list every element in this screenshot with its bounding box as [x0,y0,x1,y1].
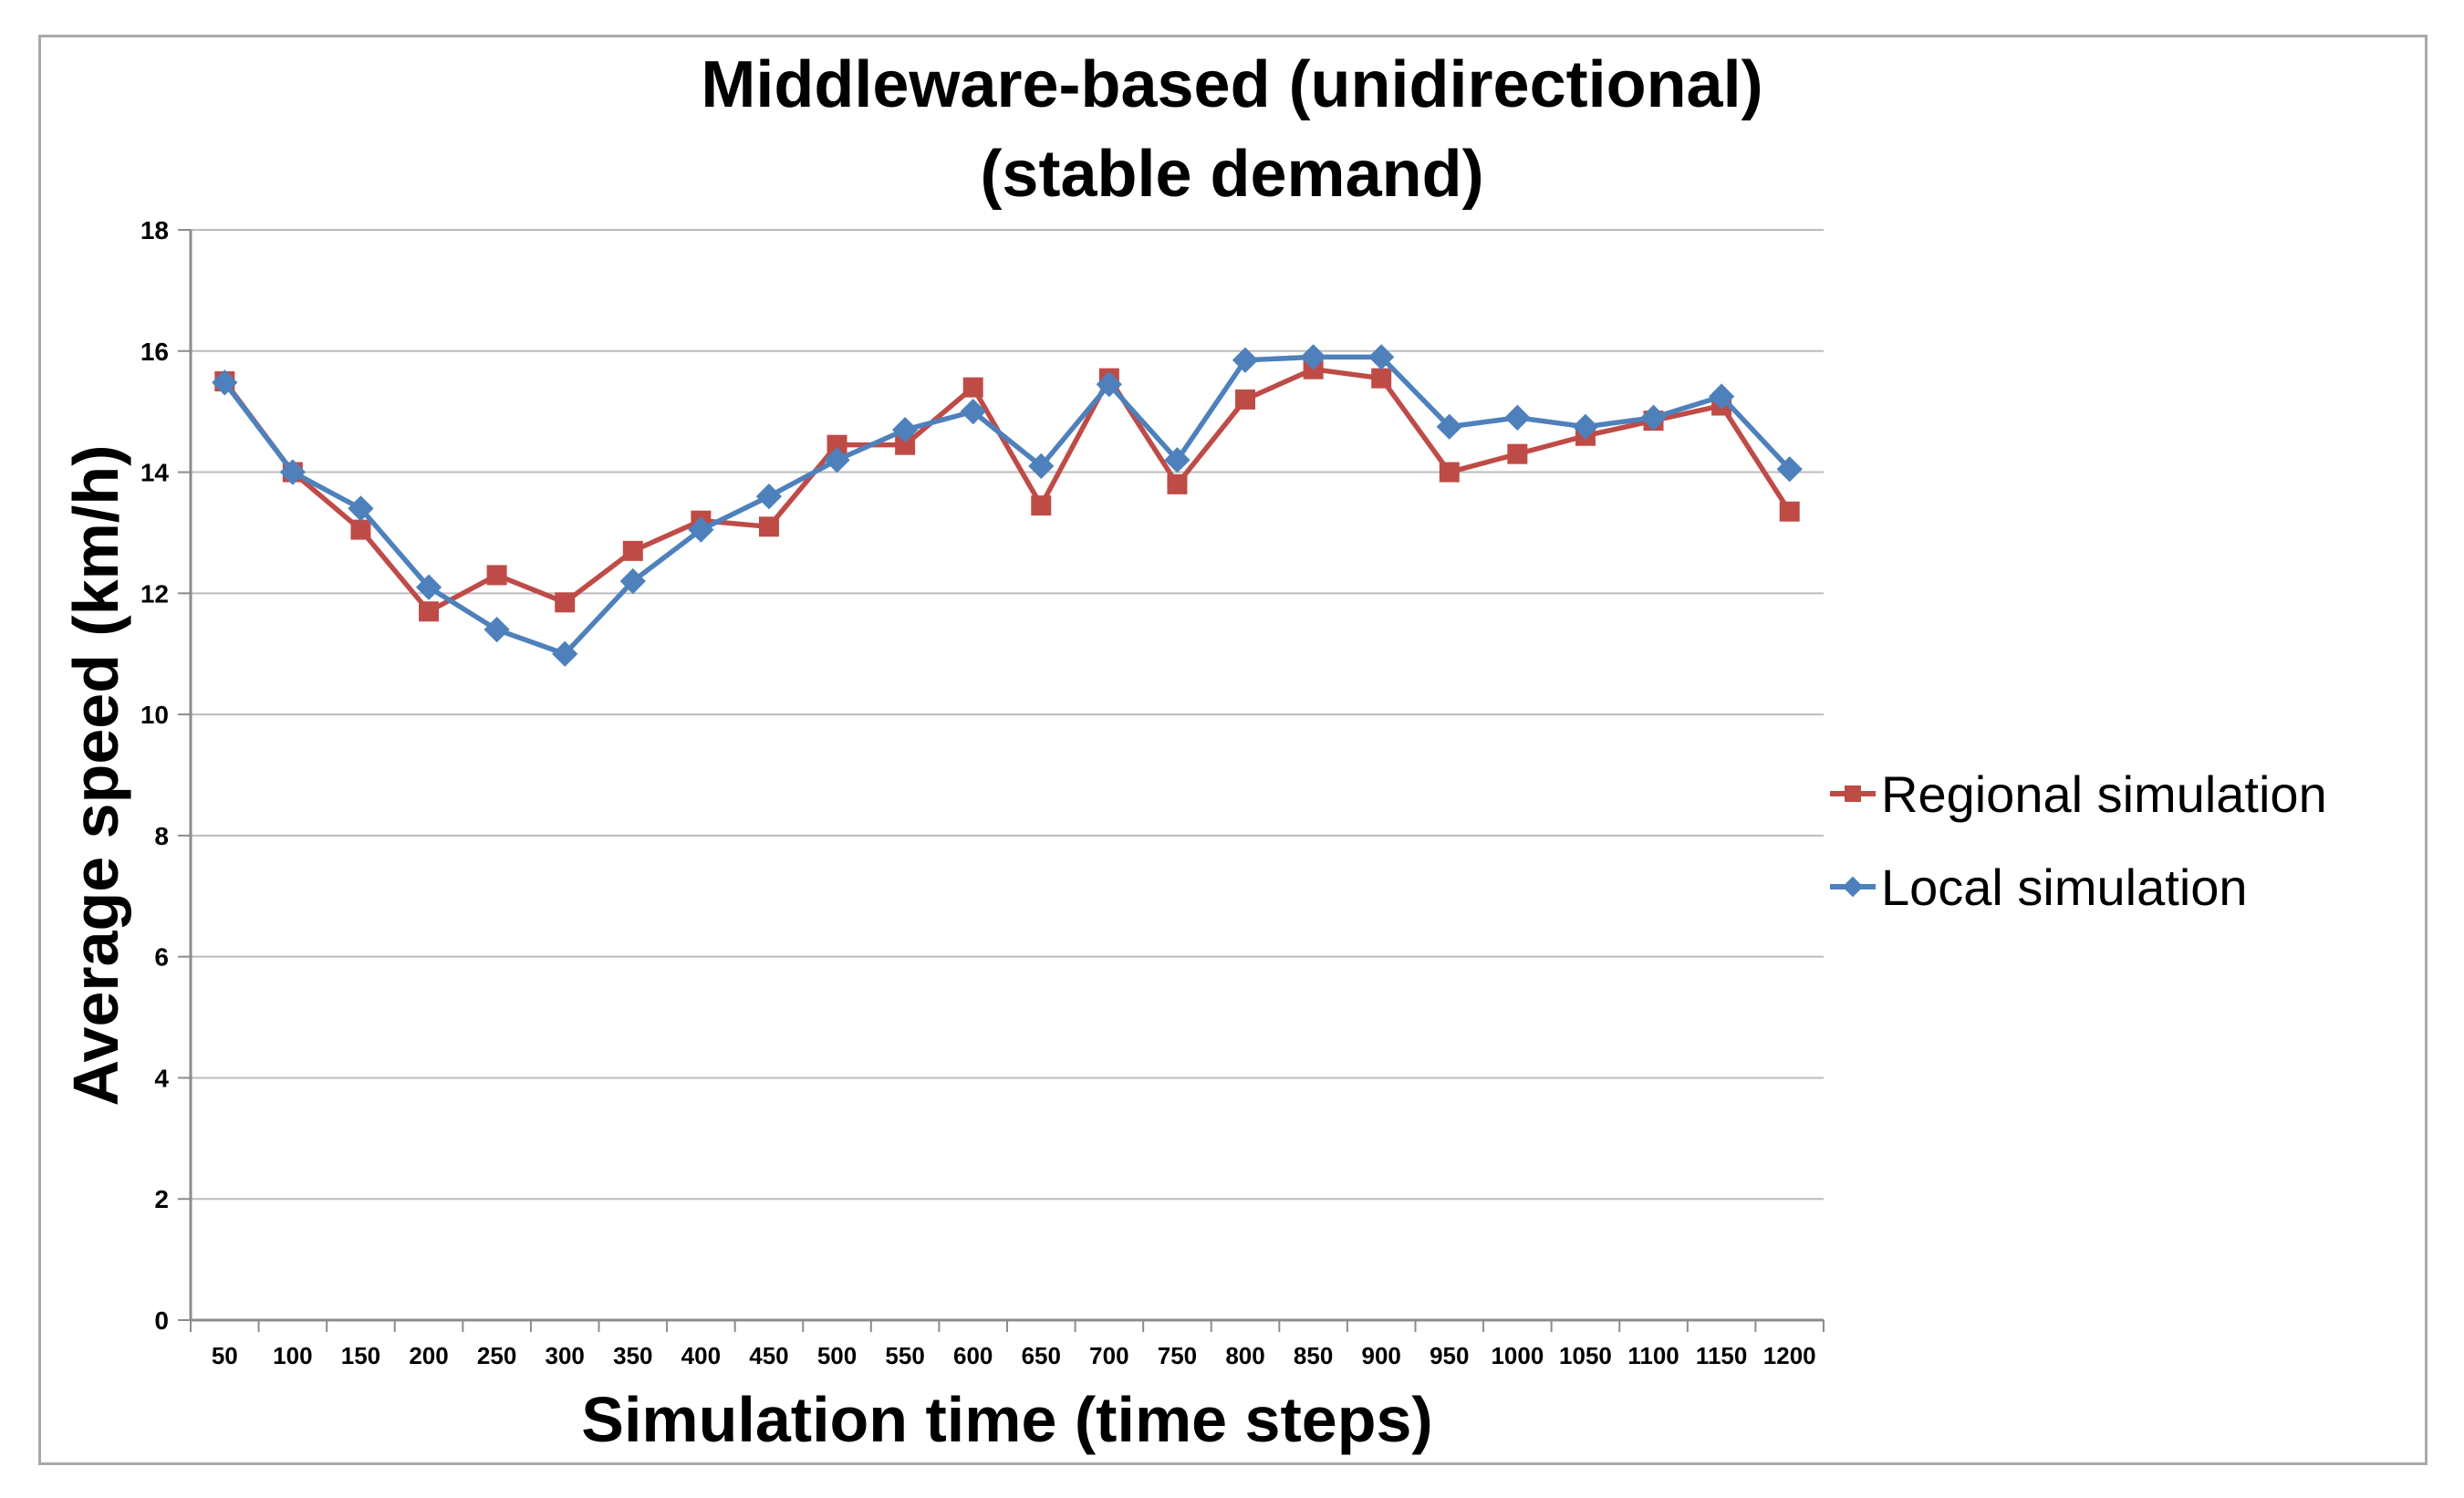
chart-title-line1: Middleware-based (unidirectional) [701,48,1763,121]
x-axis: 50 100 150 200 250 300 350 400 450 500 550 600 650 70… [190,1318,1825,1369]
data-point-diamond [688,516,714,543]
x-tick-label: 900 [1362,1342,1401,1369]
y-tick-label: 2 [154,1185,169,1213]
data-point-diamond [552,640,578,667]
y-tick-label: 18 [140,216,169,244]
gridlines [191,229,1824,1201]
data-point-diamond [1708,383,1735,410]
legend: Regional simulation Local simulation [1830,765,2327,951]
legend-label-local: Local simulation [1881,858,2248,916]
data-point-diamond [1232,347,1259,373]
x-tick-label: 150 [341,1342,380,1369]
legend-item-local-simulation: Local simulation [1830,858,2327,916]
y-axis: 0 2 4 6 8 10 12 14 16 18 [140,216,192,1335]
data-point-square [1167,473,1188,494]
legend-label-regional: Regional simulation [1881,765,2327,823]
data-point-diamond [1368,344,1395,370]
data-point-diamond [348,495,374,522]
data-point-square [758,516,779,537]
x-tick-label: 1150 [1696,1342,1747,1369]
x-tick-label: 650 [1022,1342,1061,1369]
x-tick-label: 350 [613,1342,652,1369]
x-tick-label: 250 [477,1342,516,1369]
data-point-diamond [415,574,442,600]
data-point-diamond [1572,413,1599,440]
y-tick-label: 12 [140,579,169,608]
legend-diamond-marker-icon [1830,875,1876,899]
y-tick-label: 0 [154,1306,169,1335]
y-tick-label: 14 [140,459,170,487]
data-point-square [1235,389,1256,410]
data-point-diamond [1300,344,1326,370]
x-tick-label: 700 [1089,1342,1128,1369]
x-tick-label: 1000 [1491,1342,1544,1369]
data-point-square [1439,462,1460,483]
data-point-square [555,592,576,613]
x-tick-label: 750 [1158,1342,1197,1369]
data-point-diamond [960,399,986,425]
chart-frame [38,35,2428,1465]
chart-title-line2: (stable demand) [980,138,1484,211]
data-point-diamond [1436,413,1462,440]
data-point-square [962,377,983,398]
data-point-diamond [755,483,783,510]
x-tick-label: 550 [885,1342,924,1369]
data-point-diamond [1028,453,1055,480]
x-tick-label: 400 [681,1342,721,1369]
x-tick-label: 450 [749,1342,788,1369]
data-point-square [419,601,440,622]
series-local-simulation [212,344,1803,667]
data-point-diamond [1640,404,1667,431]
data-point-diamond [279,459,307,485]
y-tick-label: 4 [154,1064,169,1092]
data-point-square [1031,495,1052,516]
x-tick-label: 200 [409,1342,448,1369]
data-point-square [827,434,847,455]
x-tick-label: 50 [212,1342,238,1369]
x-tick-label: 600 [953,1342,993,1369]
data-point-diamond [483,617,510,643]
x-tick-label: 300 [546,1342,585,1369]
data-point-square [350,519,371,540]
x-tick-label: 1050 [1559,1342,1612,1369]
x-tick-label: 800 [1225,1342,1264,1369]
data-point-diamond [619,567,646,595]
x-tick-label: 1100 [1627,1342,1679,1369]
y-tick-label: 16 [140,338,169,366]
data-point-square [1507,443,1528,464]
y-tick-label: 8 [154,822,169,850]
data-point-diamond [824,447,850,473]
data-point-square [895,434,916,455]
x-tick-label: 950 [1430,1342,1469,1369]
series-regional-simulation [214,359,1800,622]
y-tick-label: 6 [154,943,169,972]
chart-title: Middleware-based (unidirectional) (stabl… [0,40,2464,219]
x-axis-title: Simulation time (time steps) [581,1384,1433,1455]
y-tick-label: 10 [140,701,169,729]
legend-item-regional-simulation: Regional simulation [1830,765,2327,823]
data-point-diamond [1504,404,1531,431]
data-point-square [1779,501,1800,522]
x-tick-label: 1200 [1763,1342,1816,1369]
legend-square-marker-icon [1830,782,1876,806]
x-tick-label: 100 [273,1342,312,1369]
x-tick-label: 500 [817,1342,857,1369]
data-point-diamond [1776,456,1803,483]
data-point-square [486,565,507,586]
data-point-diamond [1096,371,1123,398]
data-point-diamond [891,416,919,443]
data-point-square [1371,368,1392,389]
data-point-diamond [1164,447,1190,473]
data-point-square [622,540,643,561]
x-tick-label: 850 [1294,1342,1333,1369]
